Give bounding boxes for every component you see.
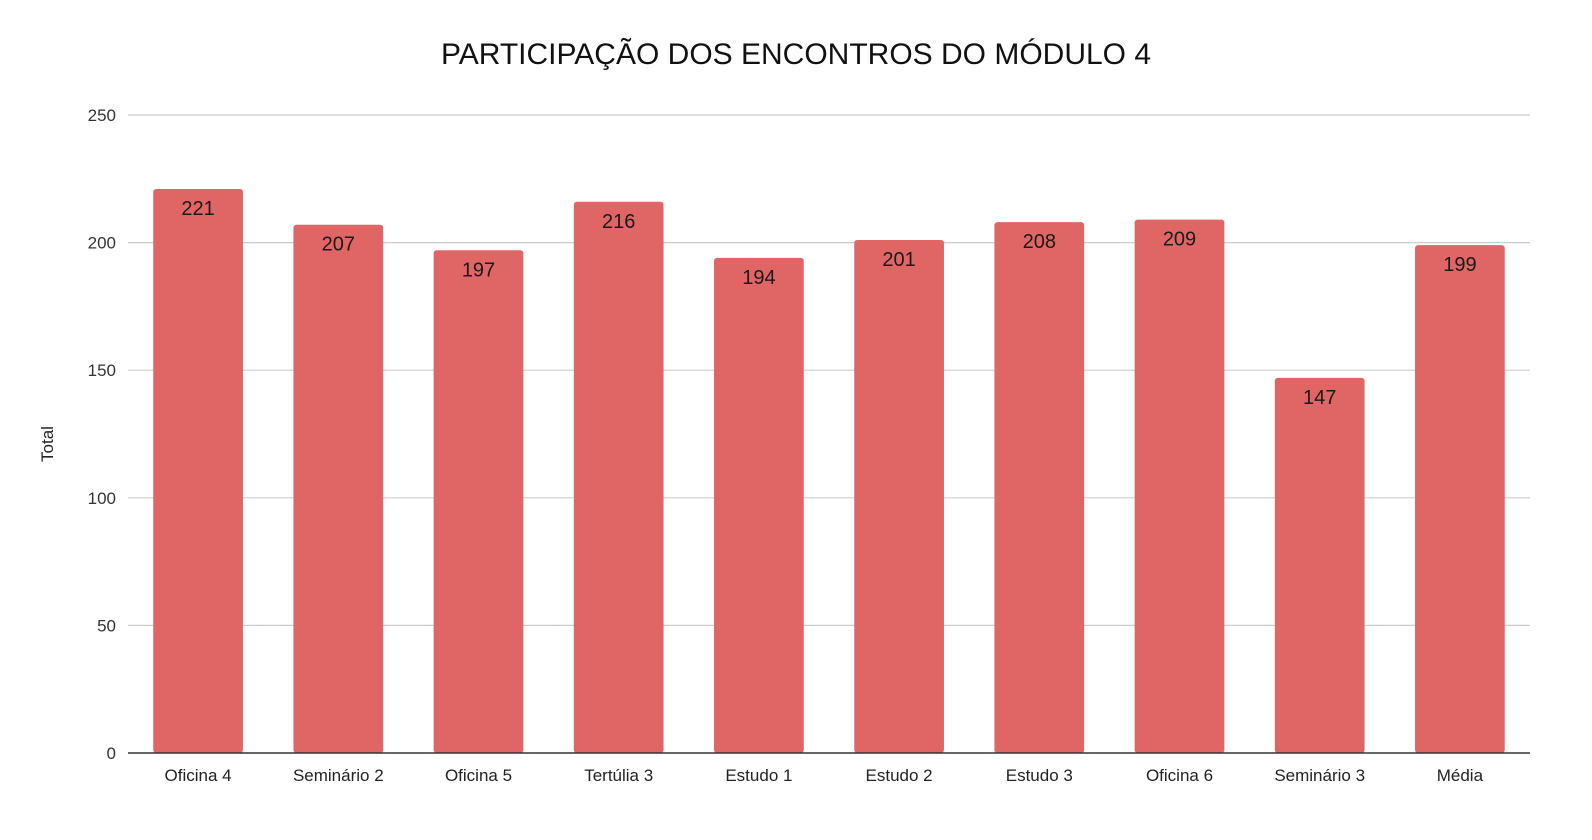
y-axis-ticks: 0 50 100 150 200 250: [88, 106, 116, 763]
x-tick-label: Estudo 3: [1006, 766, 1073, 785]
bar: [573, 201, 664, 753]
data-label: 221: [181, 198, 214, 220]
data-label: 207: [322, 234, 355, 256]
x-tick-label: Oficina 5: [445, 766, 512, 785]
data-label: 197: [462, 259, 495, 281]
y-tick-label: 0: [107, 744, 116, 763]
x-tick-label: Média: [1437, 766, 1484, 785]
y-tick-label: 150: [88, 361, 116, 380]
data-label: 147: [1303, 387, 1336, 409]
bar: [293, 224, 384, 754]
x-tick-label: Tertúlia 3: [584, 766, 653, 785]
bar: [1134, 219, 1225, 753]
data-label: 194: [742, 267, 775, 289]
bar: [994, 222, 1085, 753]
x-tick-label: Seminário 2: [293, 766, 384, 785]
chart-title: PARTICIPAÇÃO DOS ENCONTROS DO MÓDULO 4: [440, 38, 1152, 71]
y-tick-label: 200: [88, 234, 116, 253]
x-axis-ticks: Oficina 4 Seminário 2 Oficina 5 Tertúlia 3 E…: [165, 766, 1484, 785]
y-tick-label: 250: [88, 106, 116, 125]
y-tick-label: 50: [97, 616, 116, 635]
x-tick-label: Oficina 6: [1146, 766, 1213, 785]
data-label: 201: [882, 249, 915, 271]
y-axis-label: Total: [38, 426, 57, 462]
bar: [1274, 377, 1365, 753]
x-tick-label: Estudo 2: [866, 766, 933, 785]
data-label: 199: [1443, 254, 1476, 276]
bar: [1415, 245, 1505, 754]
data-label: 208: [1023, 231, 1056, 253]
bar: [854, 240, 944, 754]
x-tick-label: Oficina 4: [165, 766, 232, 785]
data-labels: 221 207 197 216 194 201 208 209 147 199: [181, 198, 1476, 409]
x-tick-label: Estudo 1: [725, 766, 792, 785]
bars: [153, 189, 1505, 754]
y-tick-label: 100: [88, 489, 116, 508]
x-tick-label: Seminário 3: [1274, 766, 1365, 785]
bar: [153, 189, 243, 753]
data-label: 209: [1163, 229, 1196, 251]
bar: [433, 250, 524, 754]
bar: [714, 257, 804, 753]
data-label: 216: [602, 211, 635, 233]
